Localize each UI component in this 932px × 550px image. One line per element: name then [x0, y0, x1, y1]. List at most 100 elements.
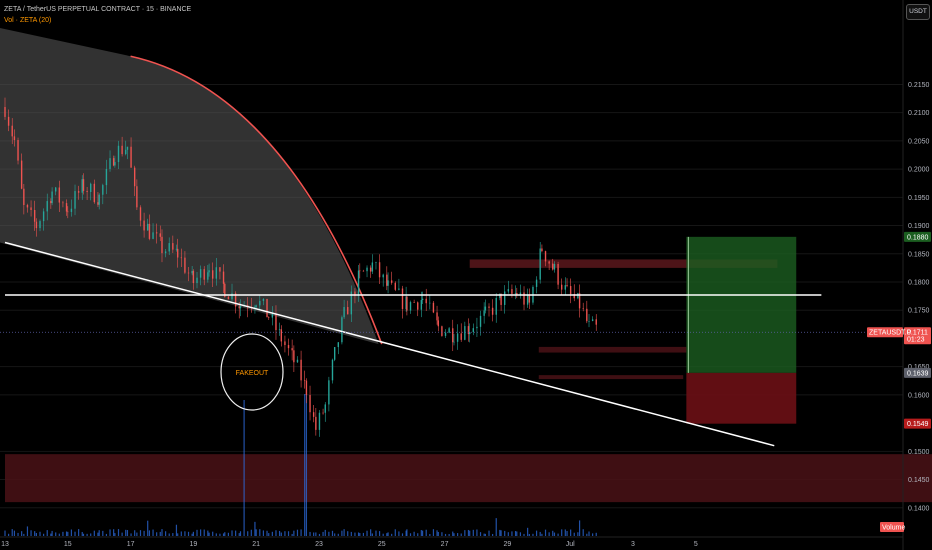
volume-bar: [55, 532, 57, 536]
candle-body: [491, 307, 494, 315]
x-tick-label: 19: [189, 541, 197, 548]
volume-bar: [109, 529, 111, 536]
volume-bar: [457, 533, 459, 536]
volume-bar: [30, 530, 32, 536]
candle-body: [413, 302, 415, 303]
volume-bar: [227, 532, 230, 536]
candle-body: [488, 306, 490, 308]
volume-bar: [422, 530, 424, 536]
volume-bar: [472, 529, 474, 536]
volume-bar: [527, 527, 529, 536]
volume-bar: [577, 532, 579, 536]
candle-body: [97, 202, 99, 205]
volume-bar: [105, 533, 108, 536]
candle-body: [315, 416, 317, 430]
candle-body: [382, 274, 384, 278]
candle-body: [586, 308, 588, 322]
volume-bar: [541, 533, 543, 536]
candle-body: [239, 306, 242, 309]
candle-body: [500, 293, 502, 305]
volume-bar: [196, 529, 198, 536]
candle-body: [504, 291, 506, 305]
candle-body: [254, 306, 256, 308]
candle-body: [46, 201, 48, 212]
trend-line: [4, 241, 775, 447]
volume-bar: [573, 532, 575, 536]
volume-bar: [148, 530, 151, 536]
volume-bar: [238, 533, 240, 536]
candle-body: [175, 248, 178, 250]
candle-body: [417, 302, 419, 310]
volume-bar: [561, 529, 563, 536]
volume-bar: [93, 530, 95, 536]
volume-bar: [341, 530, 343, 536]
candle-body: [74, 191, 76, 209]
candle-body: [39, 221, 41, 229]
candle-body: [130, 146, 132, 168]
volume-bar: [224, 532, 226, 536]
volume-bar: [219, 533, 221, 536]
candle-body: [453, 341, 455, 343]
candle-body: [303, 380, 306, 381]
volume-bar: [370, 529, 372, 536]
volume-bar: [532, 533, 534, 536]
volume-bar: [121, 532, 123, 536]
candle-body: [343, 307, 345, 318]
candle-body: [366, 267, 368, 272]
volume-bar: [152, 529, 154, 536]
candle-body: [553, 263, 556, 270]
volume-bar: [231, 530, 233, 536]
volume-bar: [21, 531, 23, 536]
volume-bar: [441, 532, 443, 536]
candle-body: [337, 342, 339, 348]
candle-body: [117, 145, 120, 163]
candle-body: [432, 302, 435, 313]
candle-body: [58, 187, 61, 203]
fakeout-annotation: FAKEOUT: [220, 333, 284, 411]
volume-bar: [175, 524, 178, 536]
candle-body: [312, 412, 315, 417]
volume-bar: [420, 530, 422, 536]
volume-bar: [271, 531, 273, 536]
volume-bar: [437, 531, 439, 536]
candle-body: [369, 267, 372, 272]
volume-bar: [334, 533, 336, 536]
x-tick-label: 17: [127, 541, 135, 548]
candle-body: [90, 183, 92, 192]
volume-bar: [495, 518, 497, 536]
candle-body: [421, 298, 424, 301]
volume-bar: [386, 533, 388, 536]
candle-body: [207, 272, 209, 280]
volume-bar: [354, 532, 356, 536]
volume-bar: [17, 532, 19, 536]
candle-body: [114, 162, 116, 166]
candle-body: [354, 291, 356, 296]
volume-bar: [452, 531, 454, 536]
currency-button[interactable]: USDT: [906, 4, 930, 20]
volume-bar: [284, 531, 286, 536]
candle-body: [394, 282, 396, 290]
zones: [5, 236, 932, 503]
candle-body: [42, 211, 45, 222]
volume-bar: [514, 531, 517, 536]
volume-bar: [65, 531, 68, 536]
candle-body: [557, 263, 559, 285]
volume-bar: [347, 531, 349, 536]
volume-bar: [97, 532, 99, 536]
volume-bar: [362, 532, 365, 536]
stop-zone: [686, 372, 797, 424]
volume-bar: [125, 529, 127, 536]
candle-body: [441, 326, 443, 336]
volume-bar: [304, 394, 306, 536]
candle-body: [212, 270, 214, 279]
candle-body: [468, 332, 471, 335]
candle-body: [81, 179, 83, 193]
candle-body: [196, 277, 198, 284]
candle-body: [595, 319, 597, 325]
volume-bar: [81, 531, 83, 536]
candle-body: [168, 243, 170, 252]
candle-body: [20, 160, 23, 189]
y-tick-label: 0.2150: [908, 82, 930, 89]
volume-bar: [519, 532, 522, 536]
